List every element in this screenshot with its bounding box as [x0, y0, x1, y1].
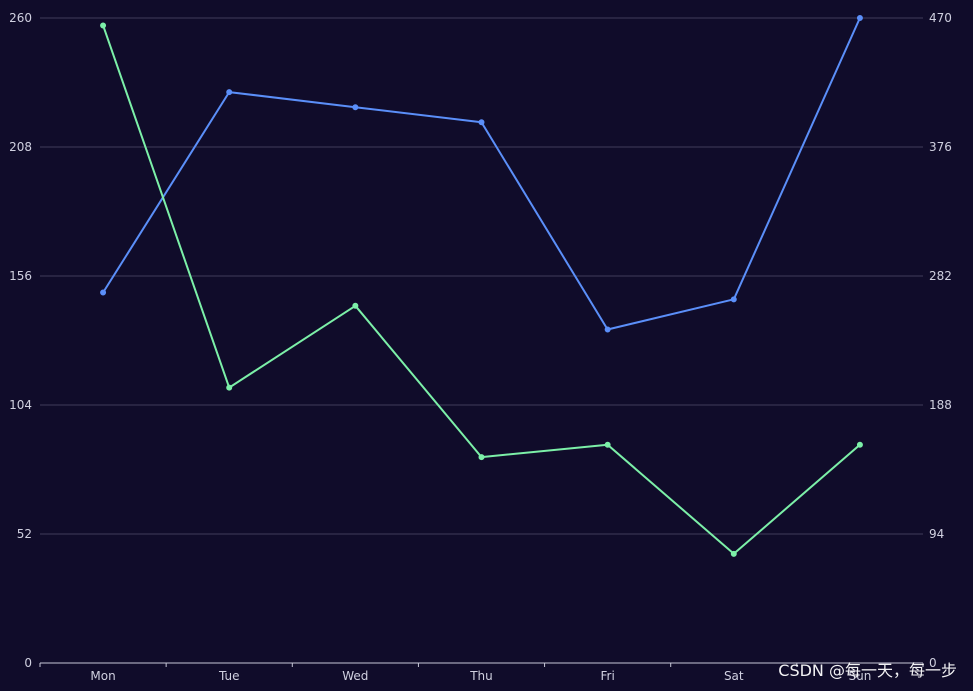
data-point [352, 302, 359, 309]
data-point [100, 22, 107, 29]
y-left-tick-label: 156 [9, 269, 32, 283]
data-point [730, 550, 737, 557]
data-point [478, 119, 485, 126]
y-right-tick-label: 94 [929, 527, 944, 541]
x-tick-label: Thu [469, 669, 493, 683]
x-tick-label: Fri [600, 669, 614, 683]
data-point [856, 441, 863, 448]
y-left-tick-label: 104 [9, 398, 32, 412]
data-point [478, 454, 485, 461]
series-line-1 [102, 25, 861, 555]
y-right-tick-label: 470 [929, 11, 952, 25]
y-left-tick-label: 0 [24, 656, 32, 670]
x-tick-label: Wed [342, 669, 368, 683]
data-point [604, 326, 611, 333]
watermark: CSDN @每一天，每一步 [778, 661, 957, 680]
data-point [100, 289, 107, 296]
x-tick-label: Sun [849, 669, 872, 683]
tick-labels: 0 52 104 156 208 260 0 94 188 282 376 470 Mon Tue Wed T… [9, 11, 952, 683]
grid-lines [40, 17, 923, 535]
data-point [226, 384, 233, 391]
data-point [604, 441, 611, 448]
data-point [226, 89, 233, 96]
data-point [856, 15, 863, 21]
data-point [730, 296, 737, 303]
y-right-tick-label: 282 [929, 269, 952, 283]
data-point [352, 104, 359, 111]
y-left-tick-label: 52 [17, 527, 32, 541]
y-right-tick-label: 0 [929, 656, 937, 670]
series-lines [100, 15, 863, 557]
x-tick-label: Tue [218, 669, 240, 683]
y-right-tick-label: 188 [929, 398, 952, 412]
y-left-tick-label: 208 [9, 140, 32, 154]
y-left-tick-label: 260 [9, 11, 32, 25]
series-line-0 [102, 17, 861, 331]
axes [39, 662, 924, 667]
x-tick-label: Sat [724, 669, 744, 683]
y-right-tick-label: 376 [929, 140, 952, 154]
x-tick-label: Mon [90, 669, 115, 683]
